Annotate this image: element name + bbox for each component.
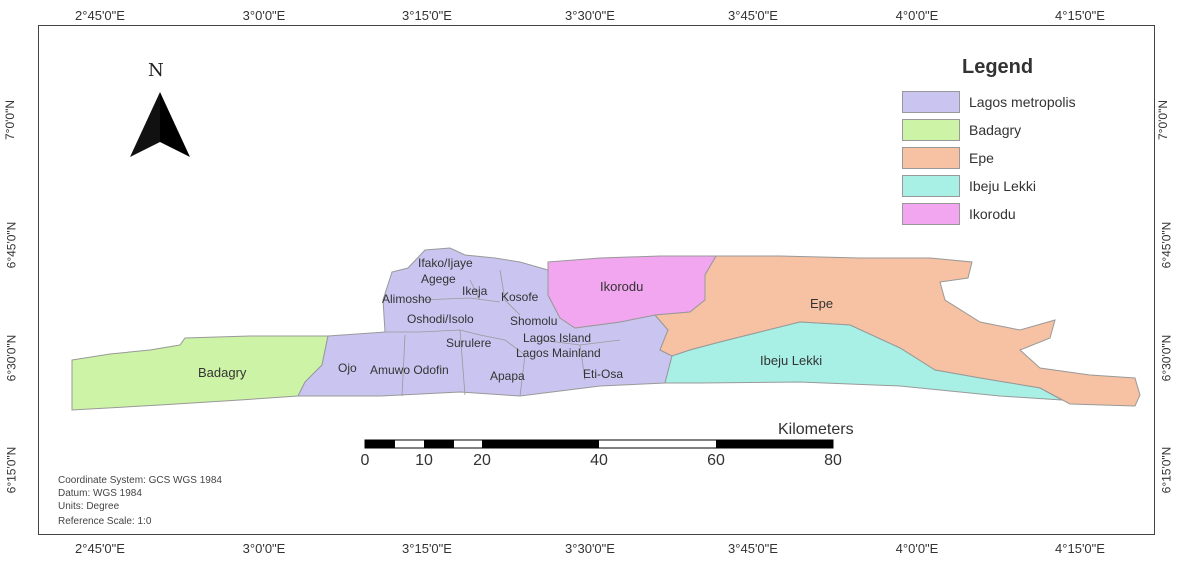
scale-tick: 80 bbox=[824, 452, 842, 469]
label-ikorodu: Ikorodu bbox=[600, 279, 644, 294]
bottom-tick: 4°0'0"E bbox=[895, 541, 939, 556]
top-tick: 4°0'0"E bbox=[895, 8, 939, 23]
label-district: Apapa bbox=[490, 369, 525, 383]
label-district: Alimosho bbox=[382, 292, 432, 306]
label-district: Shomolu bbox=[510, 314, 558, 328]
bottom-tick: 3°30'0"E bbox=[565, 541, 615, 556]
scale-tick: 20 bbox=[473, 452, 491, 469]
bottom-tick: 3°45'0"E bbox=[728, 541, 778, 556]
label-district: Lagos Island bbox=[523, 331, 592, 345]
scale-bar bbox=[364, 439, 834, 449]
top-tick: 3°0'0"E bbox=[242, 8, 286, 23]
datum-text: Datum: WGS 1984 bbox=[58, 488, 142, 499]
label-district: Ojo bbox=[338, 361, 357, 375]
scale-tick: 0 bbox=[360, 452, 370, 469]
district-borders bbox=[385, 269, 621, 397]
top-tick: 2°45'0"E bbox=[75, 8, 125, 23]
label-district: Ikeja bbox=[462, 284, 488, 298]
north-arrow-icon bbox=[130, 92, 190, 157]
label-district: Agege bbox=[421, 272, 456, 286]
legend-label: Ibeju Lekki bbox=[969, 178, 1036, 194]
label-badagry: Badagry bbox=[198, 365, 247, 380]
legend-swatch bbox=[902, 147, 960, 169]
legend-item: Epe bbox=[902, 147, 994, 169]
legend-item: Lagos metropolis bbox=[902, 91, 1076, 113]
legend-swatch bbox=[902, 203, 960, 225]
scale-tick: 60 bbox=[707, 452, 725, 469]
legend-item: Ikorodu bbox=[902, 203, 1016, 225]
region-epe bbox=[653, 255, 1141, 407]
scale-title: Kilometers bbox=[778, 421, 854, 438]
label-ibeju-lekki: Ibeju Lekki bbox=[760, 353, 823, 368]
label-epe: Epe bbox=[810, 296, 834, 311]
label-district: Kosofe bbox=[501, 290, 539, 304]
bottom-tick: 2°45'0"E bbox=[75, 541, 125, 556]
legend-label: Ikorodu bbox=[969, 206, 1016, 222]
legend-swatch bbox=[902, 91, 960, 113]
top-tick: 4°15'0"E bbox=[1055, 8, 1105, 23]
top-tick: 3°15'0"E bbox=[402, 8, 452, 23]
label-district: Surulere bbox=[446, 336, 492, 350]
legend-item: Ibeju Lekki bbox=[902, 175, 1036, 197]
top-tick: 3°30'0"E bbox=[565, 8, 615, 23]
label-district: Ifako/Ijaye bbox=[418, 256, 473, 270]
region-ibeju-lekki bbox=[664, 321, 1063, 401]
legend-swatch bbox=[902, 119, 960, 141]
label-district: Lagos Mainland bbox=[516, 346, 601, 360]
label-district: Eti-Osa bbox=[583, 367, 624, 381]
map-frame bbox=[38, 25, 1155, 535]
bottom-tick: 3°0'0"E bbox=[242, 541, 286, 556]
legend-title: Legend bbox=[962, 56, 1034, 78]
reference-scale-text: Reference Scale: 1:0 bbox=[58, 516, 152, 527]
legend-label: Badagry bbox=[969, 122, 1022, 138]
north-label: N bbox=[148, 60, 164, 81]
label-district: Amuwo Odofin bbox=[370, 363, 449, 377]
legend-label: Lagos metropolis bbox=[969, 94, 1076, 110]
top-tick: 3°45'0"E bbox=[728, 8, 778, 23]
units-text: Units: Degree bbox=[58, 501, 120, 512]
bottom-tick: 4°15'0"E bbox=[1055, 541, 1105, 556]
legend-item: Badagry bbox=[902, 119, 1021, 141]
scale-tick: 40 bbox=[590, 452, 608, 469]
scale-tick: 10 bbox=[415, 452, 433, 469]
bottom-tick: 3°15'0"E bbox=[402, 541, 452, 556]
coordinate-system-text: Coordinate System: GCS WGS 1984 bbox=[58, 475, 222, 486]
label-district: Oshodi/Isolo bbox=[407, 312, 474, 326]
legend-label: Epe bbox=[969, 150, 994, 166]
legend-swatch bbox=[902, 175, 960, 197]
